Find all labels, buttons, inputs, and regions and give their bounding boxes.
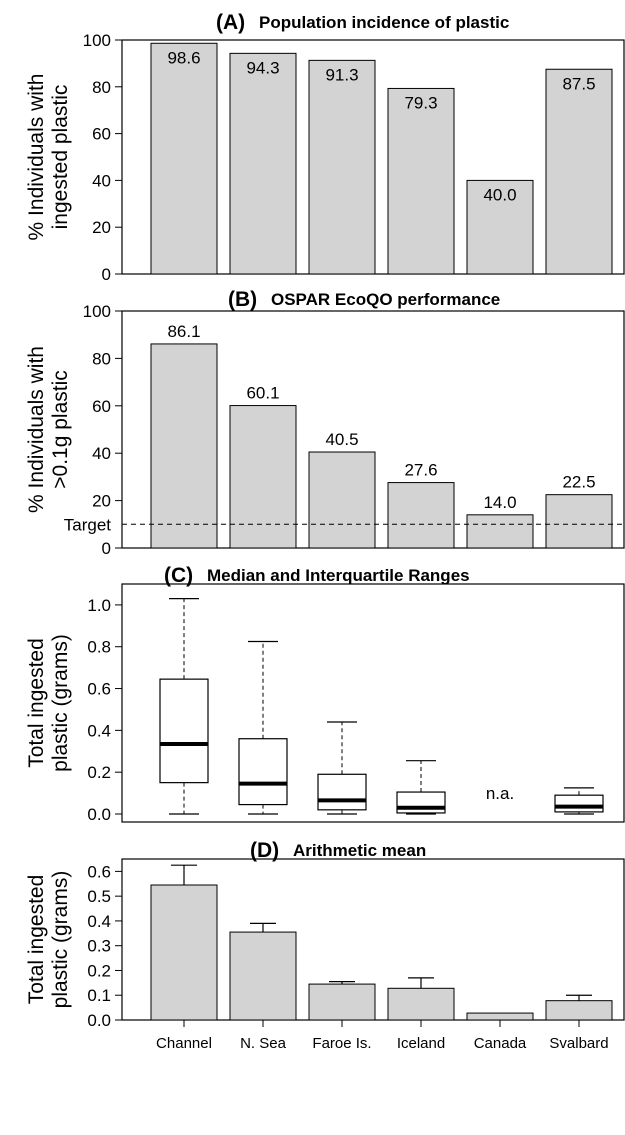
bar xyxy=(150,343,218,549)
bar xyxy=(545,1000,613,1021)
panel-letter: (C) xyxy=(164,564,193,587)
y-axis-label: plastic (grams) xyxy=(49,871,72,1009)
y-tick-label: 40 xyxy=(92,444,111,463)
bar xyxy=(387,482,455,549)
y-axis-label: Total ingested xyxy=(25,638,48,768)
y-tick-label: 0.6 xyxy=(87,680,111,699)
x-tick-label: Channel xyxy=(156,1035,212,1052)
panel-d: (D) Arithmetic mean 0.0 0.1 0.2 0.3 0.4 0.5 0.6 T… xyxy=(25,839,625,1052)
x-tick-label: Iceland xyxy=(397,1035,445,1052)
y-tick-label: 80 xyxy=(92,78,111,97)
y-tick-label: 0.6 xyxy=(87,862,111,881)
panel-c: (C) Median and Interquartile Ranges 0.0 0.2… xyxy=(25,564,625,824)
y-tick-label: 40 xyxy=(92,171,111,190)
y-tick-label: 1.0 xyxy=(87,596,111,615)
panel-a: (A) Population incidence of plastic 0 20 40 6… xyxy=(25,11,625,284)
y-axis-label: % Individuals with xyxy=(25,74,48,241)
missing-label: n.a. xyxy=(486,784,514,803)
bar xyxy=(308,983,376,1021)
x-tick-label: Faroe Is. xyxy=(312,1035,371,1052)
data-label: 60.1 xyxy=(246,384,279,403)
y-tick-label: 0.2 xyxy=(87,961,111,980)
panel-title: Arithmetic mean xyxy=(293,841,426,860)
box xyxy=(317,773,367,811)
bar xyxy=(387,87,455,275)
panel-b: (B) OSPAR EcoQO performance 0 20 40 60 80 100 % … xyxy=(25,288,625,558)
data-label: 87.5 xyxy=(562,74,595,93)
box xyxy=(396,791,446,814)
panel-title: Population incidence of plastic xyxy=(259,13,509,32)
x-tick-label: Canada xyxy=(474,1035,527,1052)
data-label: 40.0 xyxy=(483,185,516,204)
panel-letter: (A) xyxy=(216,11,245,34)
y-tick-label: 60 xyxy=(92,125,111,144)
bar xyxy=(229,931,297,1021)
bar xyxy=(229,405,297,549)
box xyxy=(238,738,288,806)
y-tick-label: 20 xyxy=(92,218,111,237)
target-label: Target xyxy=(64,515,112,534)
panel-letter: (D) xyxy=(250,839,279,862)
y-tick-label: 0.4 xyxy=(87,912,111,931)
box xyxy=(554,794,604,813)
y-tick-label: 0.3 xyxy=(87,937,111,956)
x-tick-label: N. Sea xyxy=(240,1035,287,1052)
bar xyxy=(466,179,534,275)
x-tick-label: Svalbard xyxy=(549,1035,608,1052)
y-axis-label: plastic (grams) xyxy=(49,634,72,772)
y-tick-label: 0.0 xyxy=(87,805,111,824)
y-axis-label: Total ingested xyxy=(25,875,48,1005)
bar xyxy=(387,987,455,1021)
bar xyxy=(150,42,218,275)
data-label: 22.5 xyxy=(562,473,595,492)
data-label: 94.3 xyxy=(246,58,279,77)
bar xyxy=(545,494,613,549)
bar xyxy=(308,59,376,275)
data-label: 79.3 xyxy=(404,93,437,112)
y-tick-label: 0.5 xyxy=(87,887,111,906)
y-tick-label: 0.4 xyxy=(87,721,111,740)
bar xyxy=(466,1012,534,1021)
data-label: 40.5 xyxy=(325,430,358,449)
box xyxy=(159,678,209,784)
y-tick-label: 20 xyxy=(92,492,111,511)
bar xyxy=(308,451,376,549)
panel-title: Median and Interquartile Ranges xyxy=(207,566,470,585)
y-tick-label: 0.1 xyxy=(87,986,111,1005)
y-tick-label: 0.0 xyxy=(87,1011,111,1030)
y-tick-label: 100 xyxy=(83,31,111,50)
y-tick-label: 0.2 xyxy=(87,763,111,782)
bar xyxy=(466,514,534,549)
data-label: 27.6 xyxy=(404,461,437,480)
data-label: 98.6 xyxy=(167,48,200,67)
y-tick-label: 100 xyxy=(83,302,111,321)
panel-letter: (B) xyxy=(228,288,257,311)
y-axis-label: % Individuals with xyxy=(25,346,48,513)
y-tick-label: 0.8 xyxy=(87,638,111,657)
bar xyxy=(150,884,218,1021)
y-tick-label: 80 xyxy=(92,349,111,368)
plot-frame xyxy=(121,583,625,823)
y-tick-label: 60 xyxy=(92,397,111,416)
data-label: 86.1 xyxy=(167,322,200,341)
data-label: 14.0 xyxy=(483,493,516,512)
y-tick-label: 0 xyxy=(102,265,111,284)
data-label: 91.3 xyxy=(325,65,358,84)
bar xyxy=(545,68,613,275)
y-axis-label: >0.1g plastic xyxy=(49,370,72,489)
y-axis-label: ingested plastic xyxy=(49,85,72,230)
panel-title: OSPAR EcoQO performance xyxy=(271,290,500,309)
bar xyxy=(229,52,297,275)
y-tick-label: 0 xyxy=(102,539,111,558)
